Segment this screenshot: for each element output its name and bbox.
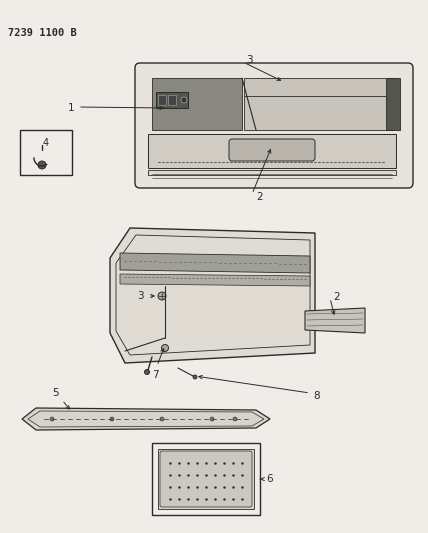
Bar (244, 78, 394, 130)
Text: 8: 8 (313, 391, 320, 401)
Text: 7239 1100 B: 7239 1100 B (8, 28, 77, 38)
Polygon shape (120, 253, 310, 273)
Text: 1: 1 (67, 103, 74, 113)
Text: 5: 5 (52, 388, 59, 398)
Circle shape (38, 161, 46, 169)
FancyBboxPatch shape (229, 139, 315, 161)
Circle shape (145, 369, 149, 375)
Circle shape (50, 417, 54, 421)
Text: 3: 3 (137, 291, 144, 301)
Text: 2: 2 (256, 192, 263, 202)
Bar (148, 134, 396, 168)
Polygon shape (120, 274, 310, 286)
Circle shape (193, 375, 197, 379)
Bar (152, 78, 242, 130)
Circle shape (110, 417, 114, 421)
Circle shape (161, 344, 169, 351)
Circle shape (233, 417, 237, 421)
Circle shape (158, 292, 166, 300)
Circle shape (210, 417, 214, 421)
Text: 3: 3 (246, 55, 253, 65)
FancyBboxPatch shape (160, 451, 252, 507)
Text: 6: 6 (266, 474, 273, 484)
Circle shape (181, 97, 187, 103)
Polygon shape (22, 408, 270, 430)
Text: 2: 2 (333, 292, 340, 302)
Circle shape (160, 417, 164, 421)
Polygon shape (110, 228, 315, 363)
Bar (20, 130, 72, 175)
Text: 4: 4 (43, 138, 49, 148)
Text: 7: 7 (152, 370, 158, 380)
Bar (168, 95, 176, 105)
Bar (156, 92, 188, 108)
Bar (152, 443, 260, 515)
Polygon shape (305, 308, 365, 333)
Bar (148, 170, 396, 175)
Bar (158, 95, 166, 105)
Bar (158, 449, 254, 509)
Bar (386, 78, 400, 130)
FancyBboxPatch shape (135, 63, 413, 188)
